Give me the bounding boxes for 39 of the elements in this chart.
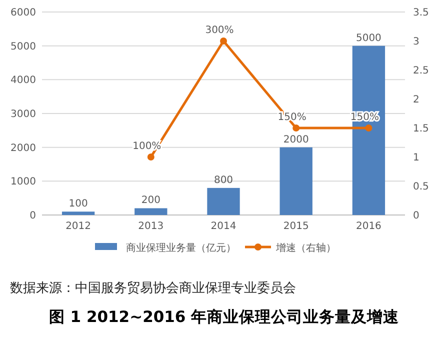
y2-tick-label: 0: [413, 210, 420, 222]
legend-label: 增速（右轴）: [275, 242, 336, 254]
y2-tick-label: 3.5: [413, 8, 429, 18]
y-tick-label: 1000: [10, 176, 36, 188]
point: [147, 154, 154, 160]
y2-tick-label: 1: [413, 152, 420, 164]
data-label: 100: [68, 198, 88, 210]
y2-tick-label: 1.5: [413, 124, 429, 134]
data-label: 300%: [205, 25, 234, 36]
y2-tick-label: 2: [413, 94, 420, 106]
legend-label: 商业保理业务量（亿元）: [126, 242, 236, 254]
data-label: 800: [214, 174, 234, 186]
y2-tick-label: 2.5: [413, 66, 429, 76]
bar: [280, 147, 312, 215]
y-tick-label: 4000: [10, 75, 36, 86]
x-tick-label: 2012: [66, 221, 92, 232]
point: [292, 124, 300, 132]
y-tick-label: 3000: [10, 109, 36, 120]
x-tick-label: 2016: [356, 221, 382, 232]
y2-tick-label: 0.5: [413, 182, 429, 192]
data-label: 200: [141, 195, 160, 206]
bar: [134, 208, 168, 215]
data-label: 5000: [356, 32, 382, 44]
point: [365, 124, 372, 132]
x-tick-label: 2015: [283, 221, 309, 232]
bar: [352, 46, 386, 215]
source-note: 数据来源：中国服务贸易协会商业保理专业委员会: [10, 281, 296, 296]
text: 图 1 2012~2016 年商业保理公司业务量及增速: [48, 308, 400, 326]
bar: [62, 212, 95, 215]
data-label: 2000: [283, 134, 309, 146]
bar: [207, 188, 240, 215]
x-tick-label: 2013: [138, 221, 164, 232]
y-tick-label: 6000: [10, 8, 36, 18]
y2-tick-label: 3: [413, 36, 420, 48]
y-tick-label: 5000: [10, 41, 36, 52]
x-tick-label: 2014: [210, 221, 236, 232]
y-tick-label: 0: [30, 210, 36, 222]
y-tick-label: 2000: [10, 142, 36, 154]
point: [220, 38, 227, 44]
